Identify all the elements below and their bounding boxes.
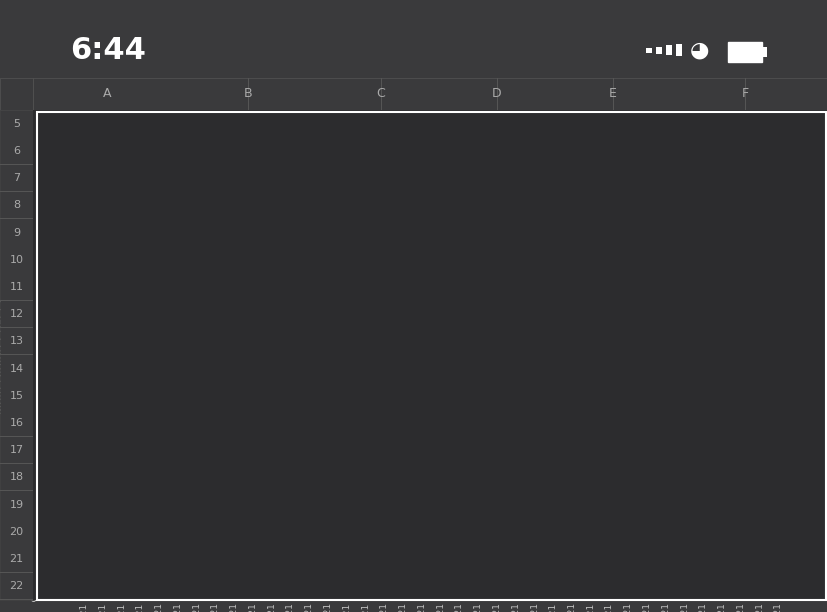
Text: 15: 15 xyxy=(10,390,23,401)
Bar xyxy=(246,389,259,597)
Bar xyxy=(676,335,690,597)
Bar xyxy=(77,502,90,597)
Bar xyxy=(170,349,184,597)
Text: C: C xyxy=(376,88,385,100)
Text: 18: 18 xyxy=(9,472,24,482)
Bar xyxy=(433,309,446,597)
Text: A: A xyxy=(103,88,112,100)
Bar xyxy=(583,593,596,597)
Bar xyxy=(208,342,221,597)
Text: 6:44: 6:44 xyxy=(70,35,146,65)
Bar xyxy=(95,400,108,597)
Bar xyxy=(727,42,761,62)
Text: 14: 14 xyxy=(9,364,24,373)
Bar xyxy=(133,498,146,597)
Bar xyxy=(762,47,766,57)
Bar xyxy=(395,360,409,597)
Bar xyxy=(601,349,614,597)
Text: 13: 13 xyxy=(10,337,23,346)
Bar xyxy=(489,294,502,597)
Bar xyxy=(452,469,465,597)
Text: B: B xyxy=(244,88,252,100)
Bar xyxy=(714,419,727,597)
Text: 16: 16 xyxy=(10,418,23,428)
Text: 12: 12 xyxy=(9,309,24,319)
Bar xyxy=(376,422,390,597)
Text: 19: 19 xyxy=(9,499,24,510)
Bar xyxy=(414,305,428,597)
Text: 17: 17 xyxy=(9,445,24,455)
Text: D: D xyxy=(491,88,501,100)
Bar xyxy=(358,291,371,597)
Text: 5: 5 xyxy=(13,119,20,129)
Text: 6: 6 xyxy=(13,146,20,156)
Bar xyxy=(283,458,296,597)
Bar xyxy=(620,447,633,597)
Text: 9: 9 xyxy=(13,228,20,237)
Bar xyxy=(264,367,277,597)
Text: 8: 8 xyxy=(13,200,20,211)
Bar xyxy=(639,218,653,597)
Text: 10: 10 xyxy=(10,255,23,265)
Bar xyxy=(189,451,203,597)
Bar xyxy=(508,305,521,597)
Text: E: E xyxy=(608,88,616,100)
Text: ◕: ◕ xyxy=(689,40,709,60)
Bar xyxy=(114,400,127,597)
Bar xyxy=(227,266,240,597)
Text: F: F xyxy=(741,88,748,100)
Bar xyxy=(696,353,709,597)
Bar xyxy=(320,578,333,597)
Bar xyxy=(471,294,484,597)
Y-axis label: Main Dining Covers: Main Dining Covers xyxy=(0,299,7,414)
Bar xyxy=(733,535,746,597)
Bar xyxy=(302,469,315,597)
Bar xyxy=(339,200,352,597)
Bar xyxy=(657,320,671,597)
Bar xyxy=(770,444,783,597)
Text: 20: 20 xyxy=(9,527,24,537)
Text: 7: 7 xyxy=(13,173,20,183)
Text: 22: 22 xyxy=(9,581,24,591)
Bar xyxy=(564,469,577,597)
Bar xyxy=(151,447,165,597)
Bar xyxy=(545,378,558,597)
Text: 11: 11 xyxy=(10,282,23,292)
Text: 21: 21 xyxy=(9,554,24,564)
Bar xyxy=(527,367,540,597)
Bar xyxy=(752,291,765,597)
